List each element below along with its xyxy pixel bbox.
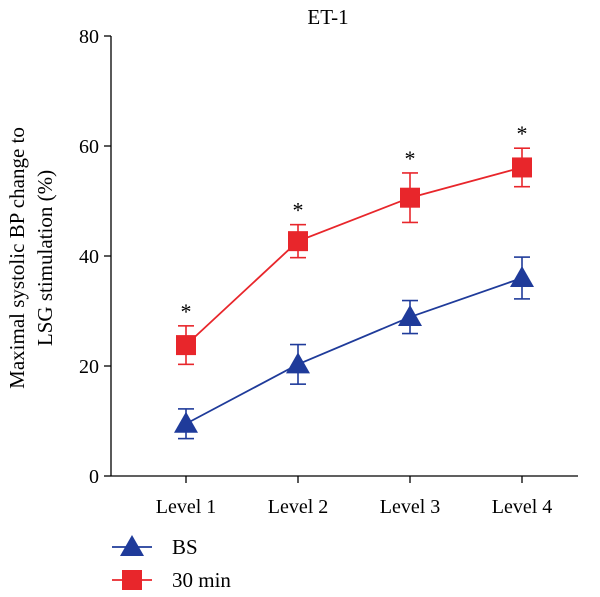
legend-marker-30-min	[122, 570, 142, 590]
data-point-bs	[174, 411, 198, 433]
legend-label-bs: BS	[172, 535, 198, 559]
y-tick-label: 0	[89, 466, 99, 488]
significance-star: *	[181, 299, 192, 324]
significance-star: *	[517, 121, 528, 146]
x-tick-label: Level 1	[156, 496, 217, 518]
series-line-bs	[185, 277, 523, 425]
y-tick-label: 60	[79, 136, 99, 158]
data-point-30-min	[288, 231, 308, 252]
x-tick-label: Level 4	[492, 496, 553, 518]
data-point-30-min	[400, 187, 420, 208]
data-point-30-min	[176, 335, 196, 356]
data-point-bs	[286, 352, 310, 374]
y-tick-label: 80	[79, 26, 99, 48]
significance-star: *	[293, 198, 304, 223]
series-line-30-min	[185, 166, 523, 346]
chart-title: ET-1	[307, 5, 348, 29]
y-axis-label-line-1: Maximal systolic BP change to	[5, 127, 29, 389]
legend-marker-bs	[120, 535, 144, 556]
legend-label-30-min: 30 min	[172, 568, 231, 592]
y-tick-label: 40	[79, 246, 99, 268]
x-tick-label: Level 3	[380, 496, 441, 518]
y-axis-label-line-2: LSG stimulation (%)	[33, 170, 57, 346]
data-point-bs	[398, 305, 422, 327]
significance-star: *	[405, 146, 416, 171]
x-tick-label: Level 2	[268, 496, 329, 518]
legend: BS 30 min	[112, 535, 231, 592]
data-point-bs	[510, 266, 534, 287]
y-tick-label: 20	[79, 356, 99, 378]
plot-area: 0 20 40 60 80 Level 1 Level 2 Level 3 Level 4 * * *…	[79, 26, 578, 518]
data-point-30-min	[512, 157, 532, 178]
